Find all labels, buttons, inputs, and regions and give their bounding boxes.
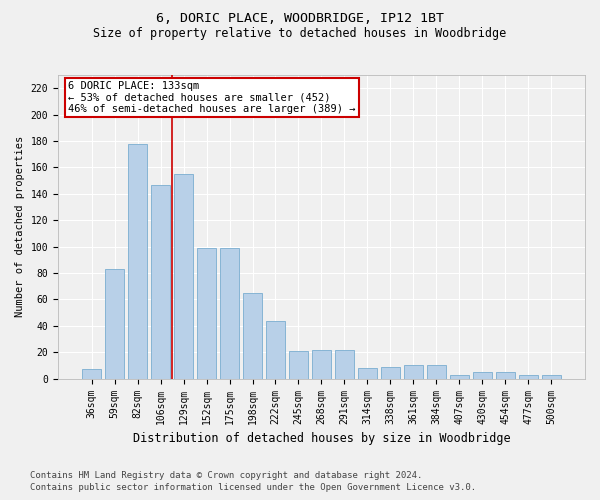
Bar xyxy=(518,374,538,378)
Bar xyxy=(220,248,239,378)
Text: Contains public sector information licensed under the Open Government Licence v3: Contains public sector information licen… xyxy=(30,484,476,492)
Bar xyxy=(404,366,423,378)
Y-axis label: Number of detached properties: Number of detached properties xyxy=(15,136,25,318)
Bar xyxy=(266,320,285,378)
Bar xyxy=(243,293,262,378)
Text: 6 DORIC PLACE: 133sqm
← 53% of detached houses are smaller (452)
46% of semi-det: 6 DORIC PLACE: 133sqm ← 53% of detached … xyxy=(68,81,356,114)
Bar xyxy=(174,174,193,378)
X-axis label: Distribution of detached houses by size in Woodbridge: Distribution of detached houses by size … xyxy=(133,432,510,445)
Bar xyxy=(449,374,469,378)
Bar xyxy=(197,248,217,378)
Bar xyxy=(427,366,446,378)
Bar xyxy=(473,372,492,378)
Bar xyxy=(496,372,515,378)
Text: Size of property relative to detached houses in Woodbridge: Size of property relative to detached ho… xyxy=(94,28,506,40)
Text: Contains HM Land Registry data © Crown copyright and database right 2024.: Contains HM Land Registry data © Crown c… xyxy=(30,471,422,480)
Text: 6, DORIC PLACE, WOODBRIDGE, IP12 1BT: 6, DORIC PLACE, WOODBRIDGE, IP12 1BT xyxy=(156,12,444,26)
Bar xyxy=(151,184,170,378)
Bar xyxy=(311,350,331,378)
Bar xyxy=(128,144,148,378)
Bar xyxy=(542,374,561,378)
Bar xyxy=(380,367,400,378)
Bar xyxy=(105,269,124,378)
Bar xyxy=(82,370,101,378)
Bar xyxy=(289,351,308,378)
Bar xyxy=(358,368,377,378)
Bar xyxy=(335,350,354,378)
